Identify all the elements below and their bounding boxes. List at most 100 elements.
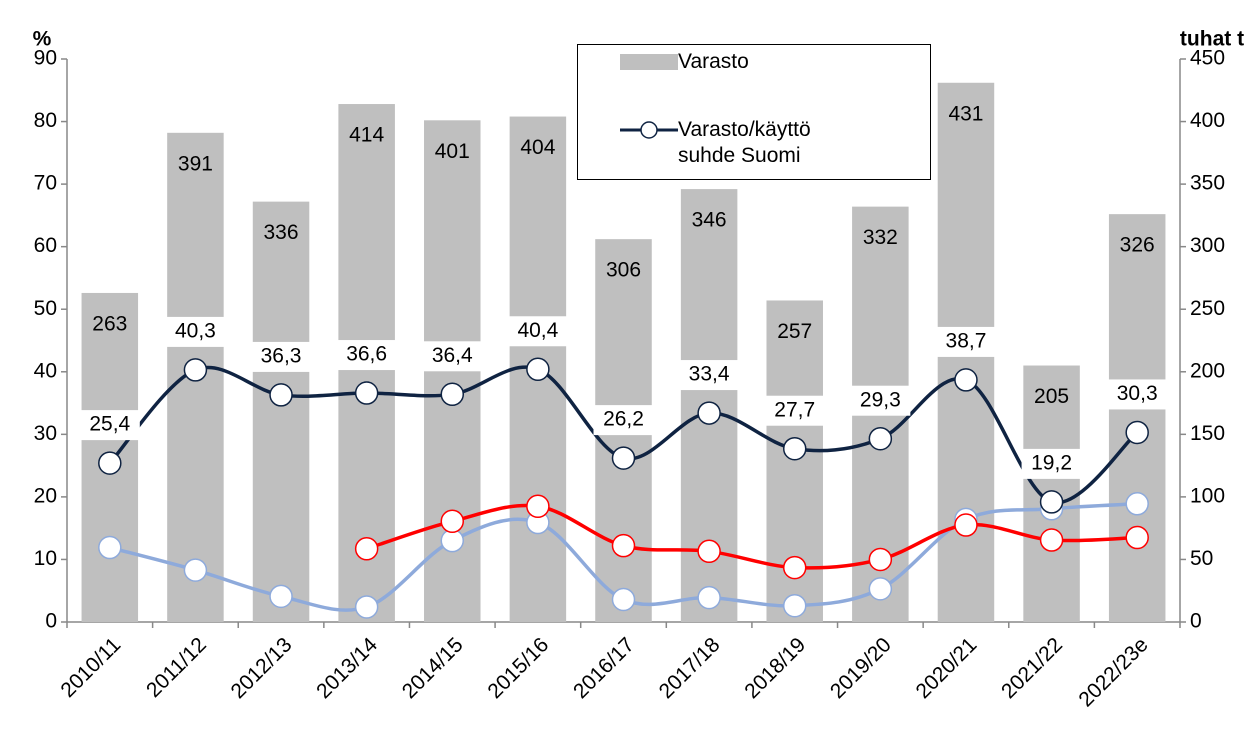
marker xyxy=(954,513,978,537)
marker xyxy=(868,426,893,451)
y2-tick-label: 400 xyxy=(1190,109,1225,132)
y-tick-label: 30 xyxy=(34,422,57,445)
value-label: 33,4 xyxy=(689,363,730,386)
value-label-bg xyxy=(251,341,312,372)
value-label-bg xyxy=(165,316,226,347)
bar-value-label: 346 xyxy=(692,209,727,232)
legend-bar-swatch xyxy=(620,54,678,70)
marker xyxy=(868,547,893,572)
y2-tick-label: 450 xyxy=(1190,47,1225,70)
x-tick-label: 2018/19 xyxy=(740,633,810,703)
marker xyxy=(954,368,978,392)
marker xyxy=(354,537,379,561)
bar-value-label: 431 xyxy=(948,102,983,125)
value-label-bg xyxy=(422,341,483,372)
marker xyxy=(526,357,550,382)
marker xyxy=(440,382,465,407)
marker xyxy=(611,533,636,558)
x-tick-label: 2013/14 xyxy=(312,633,382,703)
bar xyxy=(1108,214,1166,623)
x-tick-label: 2014/15 xyxy=(398,633,468,703)
legend: Varasto Varasto/käyttö suhde Suomi xyxy=(577,44,931,180)
value-label-bg xyxy=(1107,379,1168,410)
legend-swatch xyxy=(620,54,678,70)
value-label: 36,6 xyxy=(346,343,387,366)
bar-value-label: 257 xyxy=(777,320,812,343)
marker xyxy=(782,555,807,580)
value-label: 38,7 xyxy=(946,329,987,352)
y-tick-label: 60 xyxy=(34,234,57,257)
y2-tick-label: 100 xyxy=(1190,484,1225,507)
legend-label: Varasto/käyttö suhde Suomi xyxy=(678,118,811,167)
marker xyxy=(697,539,721,564)
y-tick-label: 0 xyxy=(45,610,57,633)
bar-value-label: 404 xyxy=(520,136,555,159)
bar xyxy=(252,201,310,623)
value-label-bg xyxy=(593,405,654,436)
y2-axis-title: tuhat t xyxy=(1180,28,1244,51)
bar-value-label: 391 xyxy=(178,152,213,175)
marker xyxy=(354,381,379,405)
value-label-bg xyxy=(507,316,568,347)
x-tick-label: 2010/11 xyxy=(56,633,125,702)
y-tick-label: 20 xyxy=(34,484,57,507)
bar-value-label: 332 xyxy=(863,226,898,249)
marker xyxy=(1125,420,1149,445)
bar-value-label: 401 xyxy=(435,140,470,163)
value-label: 36,4 xyxy=(432,344,473,367)
marker xyxy=(269,584,293,609)
marker xyxy=(697,585,721,610)
value-label-bg xyxy=(935,326,996,357)
marker xyxy=(697,401,721,425)
value-label-bg xyxy=(679,360,740,391)
legend-swatch xyxy=(620,121,678,139)
marker xyxy=(440,509,465,534)
x-tick-label: 2016/17 xyxy=(569,633,639,703)
y2-tick-label: 50 xyxy=(1190,547,1213,570)
marker xyxy=(183,358,208,382)
value-label-bg xyxy=(764,395,825,426)
x-tick-label: 2011/12 xyxy=(142,633,211,702)
marker xyxy=(1039,490,1064,514)
y-tick-label: 90 xyxy=(34,47,57,70)
y-tick-label: 70 xyxy=(34,172,57,195)
y-tick-label: 50 xyxy=(34,297,57,320)
bar-value-label: 306 xyxy=(606,259,641,282)
marker xyxy=(1039,528,1064,552)
x-tick-label: 2017/18 xyxy=(655,633,725,703)
x-tick-label: 2015/16 xyxy=(483,633,553,703)
x-tick-label: 2012/13 xyxy=(227,633,297,703)
legend-item: Varasto/käyttö suhde Suomi xyxy=(608,117,853,169)
marker xyxy=(354,595,379,619)
marker xyxy=(782,436,807,461)
value-label-bg xyxy=(850,385,911,416)
y2-tick-label: 350 xyxy=(1190,172,1225,195)
bar-value-label: 336 xyxy=(264,221,299,244)
marker xyxy=(868,577,893,601)
marker xyxy=(98,451,122,475)
marker xyxy=(183,558,208,582)
value-label: 40,4 xyxy=(517,319,558,342)
bar-value-label: 205 xyxy=(1034,385,1069,408)
bar-value-label: 326 xyxy=(1120,234,1155,257)
value-label: 36,3 xyxy=(261,344,302,367)
marker xyxy=(1125,525,1149,550)
bar-value-label: 414 xyxy=(349,124,384,147)
x-tick-label: 2022/23e xyxy=(1074,633,1152,711)
value-label-bg xyxy=(336,340,397,371)
value-label: 27,7 xyxy=(774,398,815,421)
marker xyxy=(611,587,636,612)
marker xyxy=(526,494,550,519)
marker xyxy=(269,383,293,407)
value-label: 29,3 xyxy=(860,388,901,411)
y-tick-label: 40 xyxy=(34,359,57,382)
legend-marker xyxy=(640,121,658,139)
marker xyxy=(98,535,122,560)
y2-tick-label: 300 xyxy=(1190,234,1225,257)
value-label: 25,4 xyxy=(89,413,130,436)
bar-value-label: 263 xyxy=(92,313,127,336)
value-label: 19,2 xyxy=(1031,451,1072,474)
value-label: 26,2 xyxy=(603,408,644,431)
